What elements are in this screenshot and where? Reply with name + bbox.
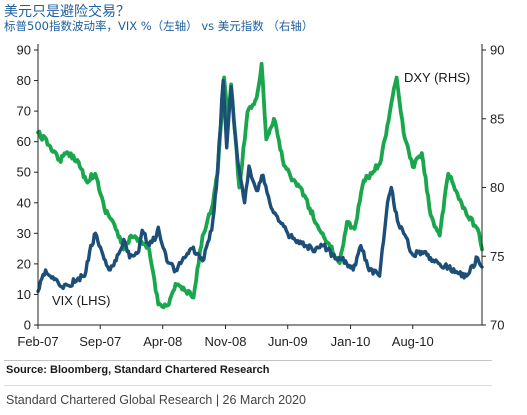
x-tick-label: Jun-09 bbox=[268, 334, 308, 349]
y-left-tick-label: 20 bbox=[17, 256, 31, 271]
x-tick-label: Jan-10 bbox=[331, 334, 371, 349]
x-tick-label: Apr-08 bbox=[143, 334, 182, 349]
x-tick-label: Nov-08 bbox=[205, 334, 247, 349]
y-left-tick-label: 40 bbox=[17, 195, 31, 210]
chart-title: 美元只是避险交易？ bbox=[4, 4, 130, 20]
x-tick-label: Sep-07 bbox=[79, 334, 121, 349]
source-divider bbox=[4, 360, 492, 361]
y-left-tick-label: 80 bbox=[17, 73, 31, 88]
y-left-tick-label: 10 bbox=[17, 287, 31, 302]
y-right-tick-label: 80 bbox=[490, 180, 504, 195]
series-layer bbox=[36, 61, 484, 310]
y-right-tick-label: 75 bbox=[490, 249, 504, 264]
y-left-tick-label: 60 bbox=[17, 134, 31, 149]
footer-text: Standard Chartered Global Research | 26 … bbox=[6, 393, 306, 407]
series-line-dxy bbox=[36, 61, 484, 310]
y-right-tick-label: 90 bbox=[490, 43, 504, 58]
x-tick-label: Aug-10 bbox=[392, 334, 434, 349]
x-tick-label: Feb-07 bbox=[17, 334, 58, 349]
series-label-vix: VIX (LHS) bbox=[52, 293, 111, 308]
label-layer: 0 10 20 30 40 50 60 70 80 90 70 75 80 85 90 Feb-07 Sep-0… bbox=[17, 43, 505, 350]
footer-divider bbox=[4, 385, 492, 386]
y-right-tick-label: 85 bbox=[490, 111, 504, 126]
y-left-tick-label: 70 bbox=[17, 104, 31, 119]
y-left-tick-label: 30 bbox=[17, 226, 31, 241]
axes-layer bbox=[34, 44, 486, 329]
y-left-tick-label: 0 bbox=[24, 318, 31, 333]
y-left-tick-label: 50 bbox=[17, 165, 31, 180]
line-chart: 0 10 20 30 40 50 60 70 80 90 70 75 80 85 90 Feb-07 Sep-0… bbox=[17, 43, 505, 350]
series-line-vix bbox=[36, 78, 484, 294]
chart-subtitle: 标普500指数波动率，VIX %（左轴） vs 美元指数 （右轴） bbox=[4, 19, 314, 33]
series-label-dxy: DXY (RHS) bbox=[404, 70, 470, 85]
y-left-tick-label: 90 bbox=[17, 43, 31, 58]
source-note: Source: Bloomberg, Standard Chartered Re… bbox=[6, 364, 270, 376]
y-right-tick-label: 70 bbox=[490, 318, 504, 333]
